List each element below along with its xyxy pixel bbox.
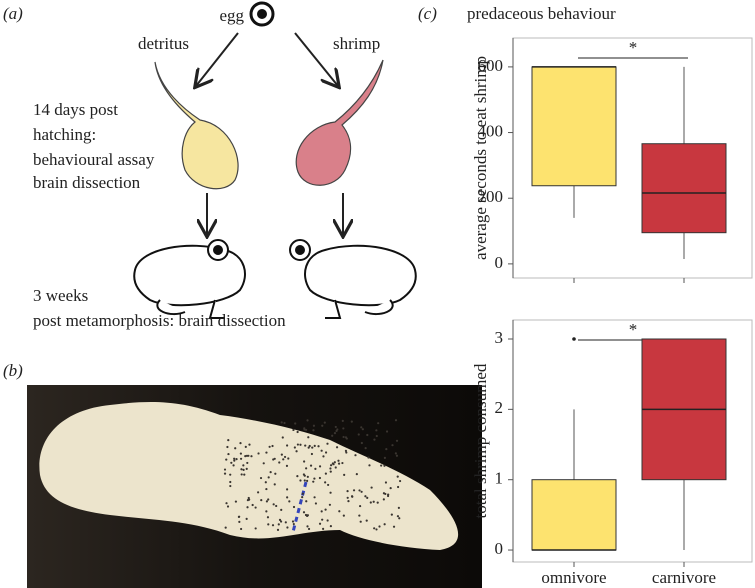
stage-text: behavioural assay — [33, 150, 155, 169]
melanophores — [223, 419, 402, 531]
tadpole-omnivore — [154, 61, 239, 190]
chart-title: predaceous behaviour — [467, 4, 616, 23]
frog-right — [289, 239, 417, 319]
y-axis-label: average seconds to eat shrimp — [471, 56, 490, 260]
y-tick-label: 400 — [478, 121, 504, 140]
panel-label: (b) — [3, 361, 23, 380]
tadpole-carnivore — [295, 59, 384, 186]
significance-star: * — [629, 38, 638, 57]
stage-text: post metamorphosis: brain dissection — [33, 311, 286, 330]
y-tick-label: 600 — [478, 56, 504, 75]
frog-left — [133, 239, 246, 319]
panel-label: (a) — [3, 4, 23, 23]
diet-label: shrimp — [333, 34, 380, 53]
y-tick-label: 3 — [495, 328, 504, 347]
y-tick-label: 2 — [495, 398, 504, 417]
y-axis-label: total shrimp consumed — [471, 363, 490, 518]
brain — [39, 402, 459, 550]
arrow — [196, 32, 239, 86]
y-tick-label: 1 — [495, 469, 504, 488]
diet-label: detritus — [138, 34, 189, 53]
y-tick-label: 200 — [478, 187, 504, 206]
box — [531, 479, 617, 551]
egg-core — [257, 9, 267, 19]
box — [531, 66, 617, 187]
stage-text: 14 days post — [33, 100, 118, 119]
y-tick-label: 0 — [495, 253, 504, 272]
stage-text: 3 weeks — [33, 286, 88, 305]
stage-text: hatching: — [33, 125, 96, 144]
panel-label: (c) — [418, 4, 437, 23]
box — [641, 143, 727, 234]
x-tick-label: omnivore — [541, 568, 606, 587]
stage-text: brain dissection — [33, 173, 141, 192]
significance-star: * — [629, 320, 638, 339]
arrow — [294, 32, 338, 86]
outlier — [572, 337, 576, 341]
egg-label: egg — [219, 6, 244, 25]
x-tick-label: carnivore — [652, 568, 716, 587]
y-tick-label: 0 — [495, 539, 504, 558]
